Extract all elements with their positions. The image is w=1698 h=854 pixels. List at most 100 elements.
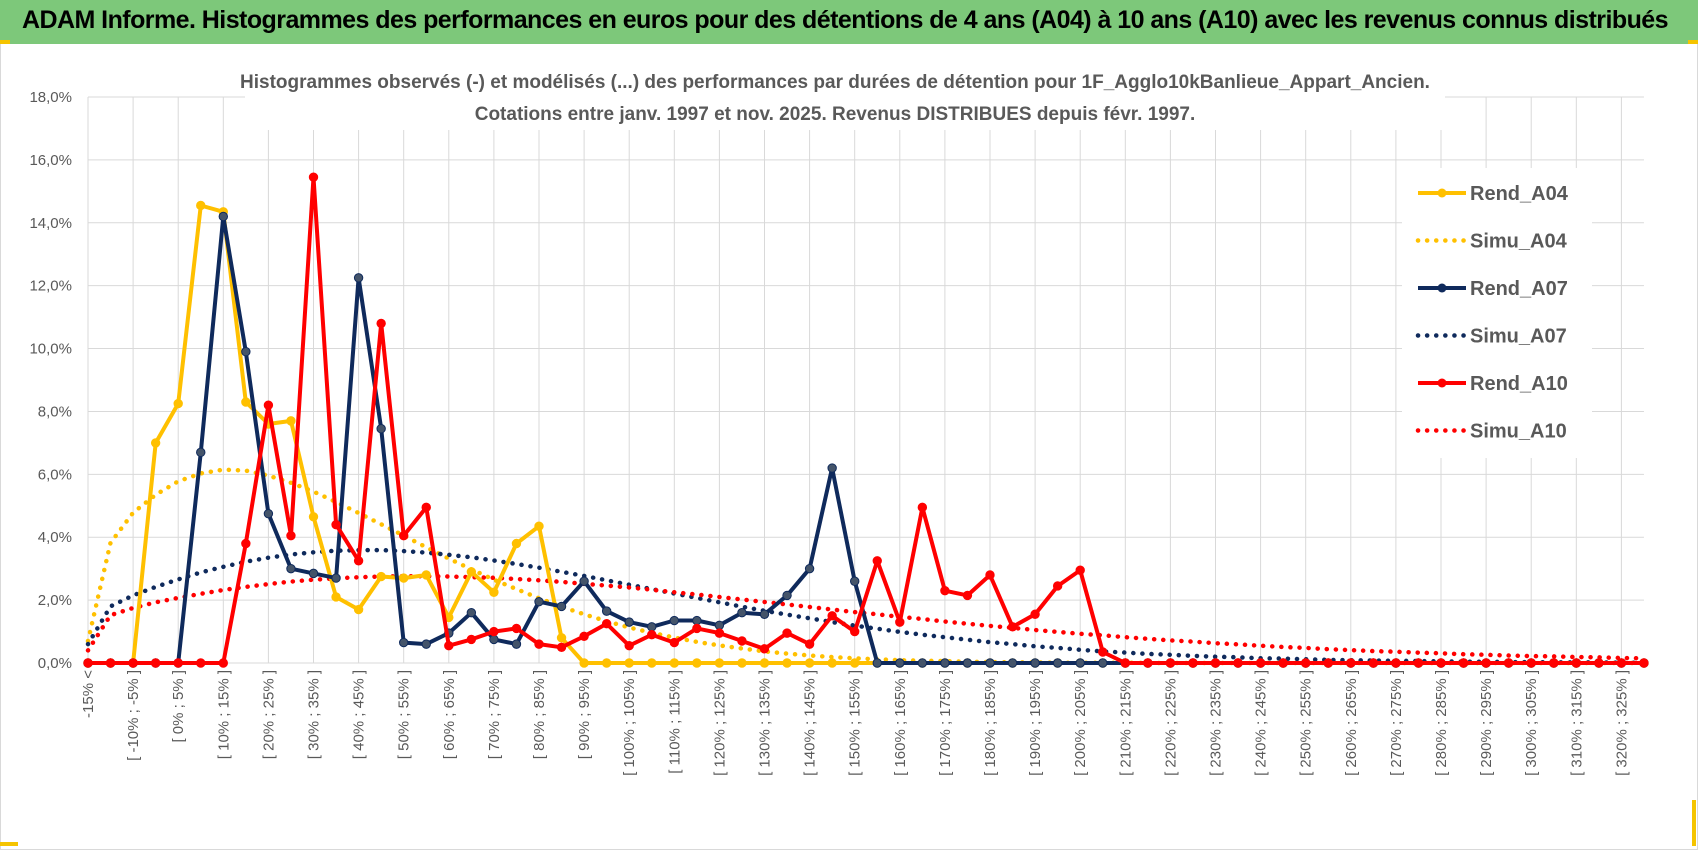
data-point-Rend_A10 xyxy=(150,658,161,668)
legend-label: Rend_A04 xyxy=(1470,183,1569,205)
data-point-Rend_A04 xyxy=(759,658,770,668)
corner-mark-right xyxy=(1688,40,1698,44)
report-banner: ADAM Informe. Histogrammes des performan… xyxy=(0,0,1698,44)
data-point-Rend_A10 xyxy=(308,172,319,182)
data-point-Rend_A07 xyxy=(827,463,837,473)
data-point-Rend_A10 xyxy=(353,556,364,566)
data-point-Rend_A07 xyxy=(647,622,657,632)
legend-marker xyxy=(1437,378,1447,388)
data-point-Rend_A07 xyxy=(1030,658,1040,668)
y-tick-label: 10,0% xyxy=(29,341,72,358)
data-point-Rend_A10 xyxy=(624,641,634,651)
data-point-Rend_A10 xyxy=(962,590,973,601)
x-tick-label: [ 90% ; 95% ] xyxy=(576,670,593,759)
y-tick-label: 12,0% xyxy=(29,278,72,295)
data-point-Rend_A10 xyxy=(1346,658,1356,668)
data-point-Rend_A07 xyxy=(940,658,950,668)
data-point-Rend_A10 xyxy=(1233,658,1243,668)
data-point-Rend_A04 xyxy=(511,538,522,549)
data-point-Rend_A07 xyxy=(692,615,702,626)
legend-label: Simu_A10 xyxy=(1470,421,1567,443)
data-point-Rend_A10 xyxy=(579,631,589,641)
data-point-Rend_A04 xyxy=(647,658,657,668)
data-point-Rend_A10 xyxy=(1301,658,1311,668)
data-point-Rend_A10 xyxy=(601,618,612,629)
data-point-Rend_A07 xyxy=(286,563,296,574)
y-tick-label: 16,0% xyxy=(29,152,72,169)
corner-mark-bottom-right xyxy=(1692,800,1696,846)
series-line-Rend_A10 xyxy=(88,175,1644,665)
x-tick-label: [ 40% ; 45% ] xyxy=(351,670,368,759)
data-point-Rend_A07 xyxy=(782,590,792,601)
x-tick-label: [ 150% ; 155% ] xyxy=(847,670,864,776)
data-point-Rend_A07 xyxy=(872,658,882,668)
data-point-Rend_A10 xyxy=(1368,658,1379,668)
data-point-Rend_A07 xyxy=(1007,658,1018,668)
data-point-Rend_A10 xyxy=(444,641,454,651)
data-point-Rend_A10 xyxy=(556,642,567,652)
data-point-Rend_A07 xyxy=(624,617,634,627)
x-tick-label: [ 320% ; 325% ] xyxy=(1613,670,1630,776)
data-point-Rend_A07 xyxy=(985,658,995,668)
data-point-Rend_A10 xyxy=(196,658,206,668)
corner-mark-left xyxy=(0,40,10,44)
chart-title-background xyxy=(245,64,1445,130)
x-tick-label: [ 290% ; 295% ] xyxy=(1478,670,1495,776)
data-point-Rend_A10 xyxy=(83,658,93,668)
data-point-Rend_A04 xyxy=(353,604,364,615)
x-tick-label: [ 240% ; 245% ] xyxy=(1253,670,1270,776)
data-point-Rend_A10 xyxy=(692,623,702,634)
data-point-Rend_A10 xyxy=(1278,658,1288,668)
data-point-Rend_A04 xyxy=(601,658,612,668)
report-title: ADAM Informe. Histogrammes des performan… xyxy=(22,6,1669,34)
data-point-Rend_A10 xyxy=(1255,658,1266,668)
data-point-Rend_A10 xyxy=(1143,658,1153,668)
corner-mark-bottom-left xyxy=(0,842,18,846)
data-point-Rend_A07 xyxy=(850,576,860,586)
series-line-Simu_A07 xyxy=(85,547,1647,665)
data-point-Rend_A07 xyxy=(669,615,679,626)
data-point-Rend_A04 xyxy=(421,570,431,580)
data-point-Rend_A07 xyxy=(804,563,815,574)
data-point-Rend_A07 xyxy=(601,606,612,616)
data-point-Rend_A04 xyxy=(534,521,544,531)
data-point-Rend_A04 xyxy=(331,592,341,602)
data-point-Rend_A04 xyxy=(286,416,296,426)
data-point-Rend_A10 xyxy=(489,626,499,637)
x-tick-label: [ 210% ; 215% ] xyxy=(1117,670,1134,776)
data-point-Rend_A07 xyxy=(895,658,905,668)
data-point-Rend_A10 xyxy=(1165,658,1176,668)
data-point-Rend_A04 xyxy=(669,658,679,668)
series-line-Simu_A10 xyxy=(85,573,1647,661)
x-tick-label: [ 100% ; 105% ] xyxy=(621,670,638,776)
data-point-Rend_A04 xyxy=(737,658,747,668)
data-point-Rend_A10 xyxy=(985,570,995,580)
data-point-Rend_A10 xyxy=(1323,658,1333,668)
data-point-Rend_A10 xyxy=(218,658,229,668)
data-point-Rend_A10 xyxy=(1052,581,1063,591)
data-point-Rend_A10 xyxy=(1120,658,1131,668)
data-point-Rend_A07 xyxy=(421,639,431,649)
data-point-Rend_A07 xyxy=(331,573,341,583)
x-tick-label: [ 130% ; 135% ] xyxy=(757,670,774,776)
data-point-Rend_A07 xyxy=(534,596,544,607)
legend-label: Rend_A10 xyxy=(1470,373,1568,395)
data-point-Rend_A10 xyxy=(263,400,274,410)
data-point-Rend_A10 xyxy=(1594,658,1604,668)
data-point-Rend_A04 xyxy=(556,633,567,643)
data-point-Rend_A10 xyxy=(511,623,522,634)
legend-background xyxy=(1402,168,1592,458)
data-point-Rend_A07 xyxy=(1075,658,1085,668)
data-point-Rend_A04 xyxy=(489,587,499,597)
x-tick-label: [ 300% ; 305% ] xyxy=(1523,670,1540,776)
x-tick-label: [ 180% ; 185% ] xyxy=(982,670,999,776)
y-tick-label: 4,0% xyxy=(38,529,72,546)
data-point-Rend_A10 xyxy=(1549,658,1559,668)
data-point-Rend_A10 xyxy=(1030,609,1040,619)
x-tick-label: [ 140% ; 145% ] xyxy=(802,670,819,776)
x-tick-label: [ 20% ; 25% ] xyxy=(260,670,277,759)
data-point-Rend_A10 xyxy=(1503,658,1514,668)
x-tick-label: [ 260% ; 265% ] xyxy=(1343,670,1360,776)
y-tick-label: 0,0% xyxy=(38,655,72,672)
